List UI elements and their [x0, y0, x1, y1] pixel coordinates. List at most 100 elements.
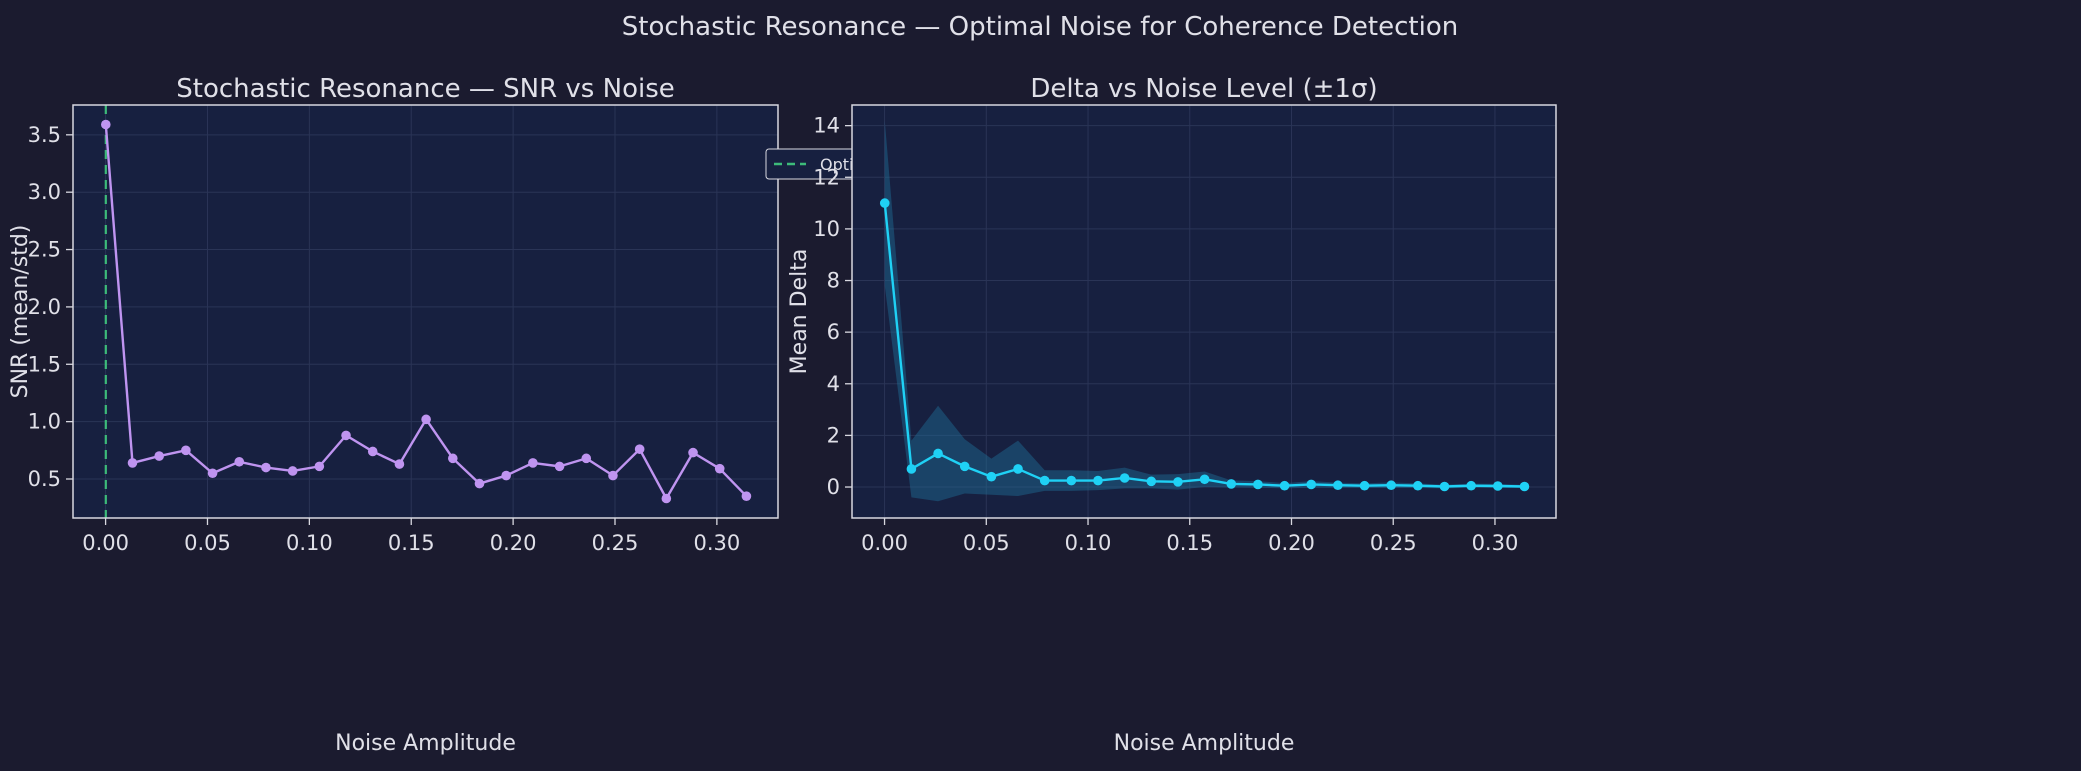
- snr-data-point: [367, 446, 378, 457]
- snr-data-point: [207, 468, 218, 479]
- snr-chart: 0.00 0.05 0.10 0.15 0.20 0.25 0.30 0.5 1.0 1.5 2.…: [8, 74, 1025, 756]
- delta-data-point: [906, 464, 917, 474]
- delta-data-point: [1013, 464, 1023, 474]
- delta-x-ticks: 0.00 0.05 0.10 0.15 0.20 0.25 0.30: [861, 518, 1518, 555]
- delta-data-point: [959, 461, 970, 472]
- delta-y-tick-label: 8: [827, 269, 840, 293]
- snr-data-point: [448, 453, 458, 464]
- snr-plot-area: [73, 105, 778, 518]
- snr-y-ticks: 0.5 1.0 1.5 2.0 2.5 3.0 3.5: [28, 123, 73, 491]
- delta-plot-area: [852, 105, 1556, 518]
- delta-x-tick-label: 0.15: [1166, 531, 1213, 555]
- delta-data-point: [1413, 480, 1423, 491]
- snr-data-point: [421, 414, 431, 425]
- delta-y-ticks: 0 2 4 6 8 10 12 14: [813, 114, 852, 499]
- delta-x-tick-label: 0.25: [1370, 531, 1417, 555]
- delta-data-point: [1146, 476, 1157, 487]
- snr-x-tick-label: 0.30: [693, 531, 740, 555]
- snr-data-point: [154, 451, 164, 461]
- delta-sigma-band: [884, 120, 1525, 502]
- snr-data-point: [341, 430, 351, 441]
- snr-x-tick-label: 0.05: [184, 531, 231, 555]
- snr-grid: [73, 105, 778, 518]
- delta-marks: [879, 120, 1530, 502]
- delta-data-point: [1093, 475, 1103, 486]
- snr-x-tick-label: 0.00: [82, 531, 129, 555]
- delta-data-point: [1306, 479, 1317, 490]
- snr-x-tick-label: 0.20: [490, 531, 537, 555]
- delta-data-point: [1066, 475, 1077, 486]
- snr-data-point: [661, 493, 672, 504]
- delta-chart-title: Delta vs Noise Level (±1σ): [1030, 74, 1377, 104]
- delta-data-point: [933, 448, 943, 459]
- delta-x-tick-label: 0.20: [1268, 531, 1315, 555]
- snr-y-tick-label: 0.5: [28, 467, 61, 491]
- delta-data-point: [1519, 481, 1530, 492]
- delta-y-tick-label: 14: [813, 114, 840, 138]
- snr-data-point: [181, 445, 191, 456]
- delta-data-point: [1253, 479, 1263, 490]
- snr-data-point: [581, 453, 592, 464]
- delta-y-tick-label: 12: [813, 165, 840, 189]
- snr-data-point: [688, 447, 698, 458]
- snr-axes-frame: [72, 104, 779, 519]
- delta-axes-frame: [851, 104, 1557, 519]
- delta-data-point: [1039, 475, 1050, 486]
- delta-data-point: [1493, 481, 1503, 491]
- snr-data-point: [714, 463, 725, 474]
- snr-data-point: [314, 461, 325, 472]
- snr-y-tick-label: 2.5: [28, 238, 61, 262]
- delta-x-tick-label: 0.30: [1472, 531, 1519, 555]
- delta-y-tick-label: 10: [813, 217, 840, 241]
- delta-chart: 0.00 0.05 0.10 0.15 0.20 0.25 0.30 0 2 4 6 8 10 12 14…: [787, 74, 1557, 756]
- delta-data-point: [1226, 479, 1237, 489]
- snr-y-axis-label: SNR (mean/std): [8, 225, 33, 399]
- delta-y-tick-label: 0: [827, 475, 840, 499]
- snr-data-point: [394, 459, 405, 469]
- delta-data-point: [1119, 473, 1130, 483]
- delta-data-point: [1199, 474, 1210, 485]
- snr-data-point: [474, 478, 485, 489]
- snr-data-point: [608, 470, 618, 481]
- snr-data-point: [234, 456, 245, 467]
- delta-y-tick-label: 2: [827, 423, 840, 447]
- snr-x-tick-label: 0.10: [286, 531, 333, 555]
- figure-suptitle: Stochastic Resonance — Optimal Noise for…: [622, 12, 1458, 42]
- delta-x-tick-label: 0.05: [963, 531, 1010, 555]
- delta-x-axis-label: Noise Amplitude: [1114, 731, 1295, 756]
- delta-y-tick-label: 6: [827, 320, 840, 344]
- snr-x-tick-label: 0.15: [388, 531, 435, 555]
- snr-data-point: [501, 470, 511, 481]
- snr-y-tick-label: 1.5: [28, 352, 61, 376]
- snr-x-tick-label: 0.25: [592, 531, 639, 555]
- snr-data-point: [554, 461, 565, 472]
- snr-y-tick-label: 2.0: [28, 295, 61, 319]
- snr-data-point: [634, 444, 645, 454]
- snr-chart-title: Stochastic Resonance — SNR vs Noise: [176, 74, 675, 104]
- snr-data-point: [101, 119, 111, 130]
- delta-data-point: [1466, 480, 1476, 491]
- snr-y-tick-label: 3.0: [28, 180, 61, 204]
- delta-data-point: [1439, 481, 1450, 492]
- snr-x-axis-label: Noise Amplitude: [335, 731, 516, 756]
- delta-data-point: [986, 471, 997, 482]
- snr-y-tick-label: 1.0: [28, 410, 61, 434]
- snr-data-point: [528, 458, 538, 468]
- delta-data-point: [1333, 480, 1343, 491]
- snr-data-point: [261, 462, 271, 473]
- delta-y-tick-label: 4: [827, 372, 840, 396]
- delta-data-point: [1359, 480, 1370, 491]
- delta-grid: [852, 105, 1556, 518]
- snr-x-ticks: 0.00 0.05 0.10 0.15 0.20 0.25 0.30: [82, 518, 740, 555]
- delta-x-tick-label: 0.10: [1065, 531, 1112, 555]
- delta-data-point: [1386, 480, 1396, 491]
- delta-data-point: [1279, 480, 1290, 491]
- delta-x-tick-label: 0.00: [861, 531, 908, 555]
- snr-marks: [101, 105, 752, 518]
- snr-y-tick-label: 3.5: [28, 123, 61, 147]
- snr-data-point: [287, 466, 298, 476]
- delta-data-point: [1173, 477, 1183, 487]
- delta-y-axis-label: Mean Delta: [787, 249, 812, 375]
- snr-data-point: [127, 458, 138, 468]
